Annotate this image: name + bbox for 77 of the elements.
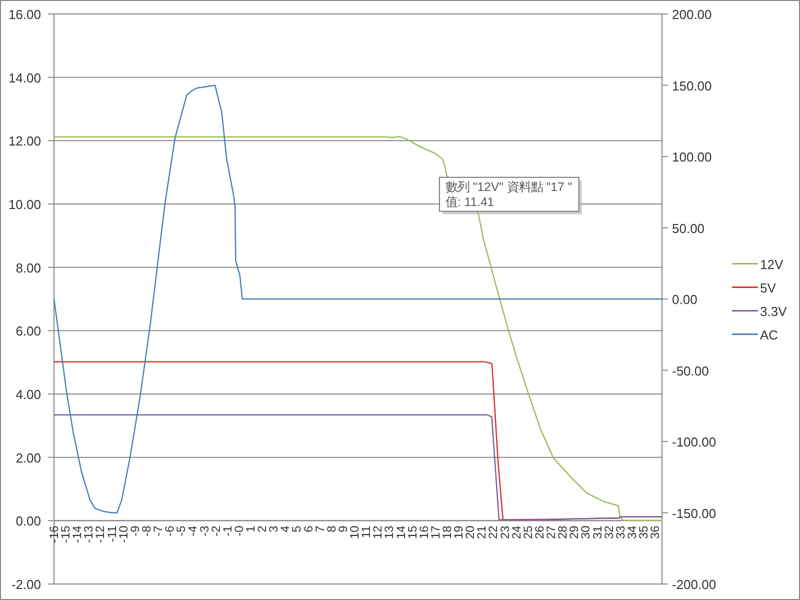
y-tick-label: 14.00 — [8, 70, 41, 85]
x-tick-label: 36 — [648, 525, 662, 540]
x-tick-label: -13 — [82, 525, 96, 544]
legend-label: 5V — [760, 280, 776, 295]
x-tick-label: 32 — [602, 525, 616, 540]
x-tick-label: 11 — [359, 525, 374, 538]
y2-tick-label: 100.00 — [672, 149, 712, 164]
x-tick-label: -16 — [47, 525, 61, 544]
x-tick-label: 22 — [486, 525, 500, 540]
y-tick-label: 8.00 — [16, 260, 41, 275]
x-tick-label: 16 — [416, 525, 431, 540]
x-tick-label: 2 — [255, 525, 270, 532]
x-tick-label: -2 — [208, 525, 223, 536]
x-tick-label: 8 — [324, 525, 338, 532]
y-tick-label: 2.00 — [16, 450, 41, 465]
x-tick-label: -6 — [162, 525, 177, 536]
x-tick-label: -3 — [197, 525, 212, 536]
y-tick-label: -2.00 — [11, 576, 41, 592]
y-tick-label: 12.00 — [8, 133, 41, 148]
x-tick-label: 15 — [405, 525, 420, 540]
x-tick-label: 9 — [336, 525, 350, 532]
x-tick-label: 33 — [613, 525, 628, 540]
x-tick-label: 28 — [556, 525, 570, 540]
x-tick-label: 25 — [520, 525, 535, 540]
x-tick-label: -11 — [104, 525, 119, 542]
y2-tick-label: 0.00 — [672, 292, 698, 306]
x-tick-label: 7 — [312, 525, 327, 532]
y-tick-label: 6.00 — [16, 323, 41, 338]
x-tick-label: 17 — [428, 525, 442, 540]
x-tick-label: -14 — [70, 525, 84, 544]
x-tick-label: 3 — [266, 525, 281, 532]
x-tick-label: -0 — [232, 525, 246, 536]
x-tick-label: 21 — [474, 525, 489, 540]
x-tick-label: 13 — [382, 525, 396, 540]
x-tick-label: -1 — [220, 525, 234, 536]
y2-tick-label: -150.00 — [672, 505, 716, 520]
y2-tick-label: -50.00 — [672, 362, 709, 378]
x-tick-label: 26 — [532, 525, 546, 540]
x-tick-label: 27 — [544, 525, 558, 540]
x-tick-label: 18 — [440, 525, 454, 540]
annotation: 數列 "12V" 資料點 "17 " 值: 11.41 — [445, 180, 572, 209]
legend-label: 12V — [760, 256, 784, 272]
x-tick-label: 24 — [509, 525, 524, 540]
x-tick-label: -10 — [116, 525, 130, 544]
x-tick-label: 31 — [590, 525, 604, 540]
y-tick-label: 16.00 — [8, 6, 41, 22]
x-tick-label: 4 — [278, 525, 292, 532]
x-tick-label: -9 — [128, 525, 142, 536]
x-tick-label: -8 — [139, 525, 154, 536]
y2-tick-label: 200.00 — [672, 6, 712, 22]
x-tick-label: -15 — [58, 525, 73, 544]
x-tick-label: 20 — [463, 525, 478, 540]
x-tick-label: -5 — [174, 525, 188, 536]
x-tick-label: 10 — [348, 525, 362, 540]
x-tick-label: -4 — [186, 525, 200, 536]
x-tick-label: 19 — [452, 525, 466, 540]
x-tick-label: 29 — [567, 525, 582, 540]
x-tick-label: -12 — [93, 525, 108, 544]
x-tick-label: 1 — [244, 525, 258, 532]
x-tick-label: 5 — [290, 525, 304, 532]
x-tick-label: -7 — [151, 525, 166, 536]
x-tick-label: 6 — [301, 525, 316, 532]
x-tick-label: 23 — [498, 525, 512, 540]
y-tick-label: 0.00 — [16, 513, 41, 528]
legend-label: AC — [760, 326, 778, 342]
y2-tick-label: -200.00 — [672, 576, 716, 592]
y-tick-label: 4.00 — [16, 386, 41, 402]
x-tick-label: 35 — [636, 525, 651, 540]
x-tick-label: 12 — [370, 525, 385, 540]
x-tick-label: 30 — [578, 525, 593, 540]
y-tick-label: 10.00 — [8, 196, 41, 212]
y2-tick-label: 50.00 — [672, 220, 705, 236]
x-tick-label: 14 — [394, 525, 408, 540]
y2-tick-label: 150.00 — [672, 78, 712, 93]
y2-tick-label: -100.00 — [672, 434, 716, 449]
legend-label: 3.3V — [760, 303, 788, 318]
x-tick-label: 34 — [624, 525, 639, 540]
